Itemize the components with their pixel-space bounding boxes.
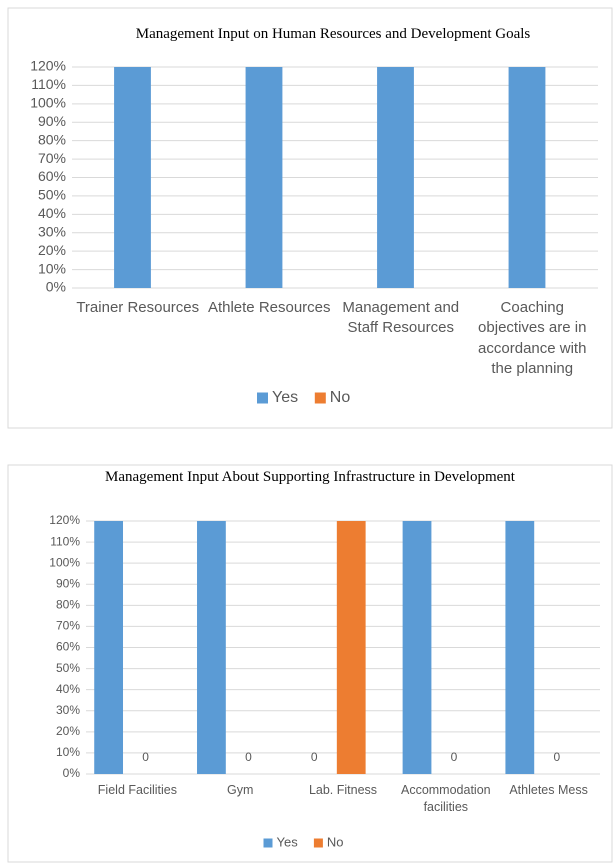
x-tick-label-box: Management and Staff Resources — [342, 299, 460, 337]
x-tick-label-box: Accommodation facilities — [400, 783, 491, 814]
y-tick-label: 110% — [50, 534, 80, 548]
data-label: 0 — [451, 750, 458, 764]
y-tick-label: 50% — [56, 661, 80, 675]
y-tick-label: 30% — [38, 223, 66, 239]
bar — [336, 521, 366, 774]
data-label: 0 — [553, 750, 560, 764]
y-tick-label: 120% — [49, 513, 80, 527]
y-tick-label: 110% — [31, 76, 66, 92]
legend-swatch — [314, 392, 326, 404]
legend-label: Yes — [272, 389, 298, 406]
legend-swatch — [257, 392, 268, 404]
y-tick-label: 100% — [49, 555, 80, 569]
x-tick-label: Coaching objectives are in accordance wi… — [478, 299, 587, 377]
chart-title: Management Input on Human Resources and … — [135, 26, 531, 42]
x-tick-label-box: Lab. Fitness — [308, 783, 378, 797]
legend-swatch — [313, 838, 323, 848]
x-tick-label-box: Field Facilities — [97, 783, 177, 797]
y-tick-label: 60% — [38, 168, 66, 184]
bar — [377, 67, 414, 288]
y-tick-label: 0% — [63, 766, 81, 780]
x-tick-label-box: Athlete Resources — [207, 299, 331, 316]
bar — [197, 521, 226, 774]
y-tick-label: 40% — [38, 205, 66, 221]
bar — [245, 67, 283, 288]
legend-swatch — [263, 838, 273, 848]
x-tick-label: Trainer Resources — [76, 299, 200, 316]
y-tick-label: 90% — [38, 113, 66, 129]
y-tick-label: 80% — [56, 598, 80, 612]
bar — [94, 521, 124, 774]
y-tick-label: 90% — [56, 576, 80, 590]
data-label: 0 — [245, 750, 252, 764]
bar — [508, 67, 546, 288]
legend-label: No — [330, 389, 351, 406]
x-tick-label-box: Gym — [226, 783, 254, 797]
x-tick-label-box: Coaching objectives are in accordance wi… — [478, 299, 587, 377]
x-tick-label: Athlete Resources — [207, 299, 331, 316]
x-tick-label: Gym — [226, 783, 254, 797]
bar — [402, 521, 432, 774]
y-tick-label: 40% — [56, 682, 80, 696]
y-tick-label: 20% — [56, 724, 80, 738]
y-tick-label: 80% — [38, 131, 66, 147]
x-tick-label: Athletes Mess — [509, 783, 588, 797]
legend-label: No — [327, 834, 344, 849]
y-tick-label: 10% — [38, 260, 66, 276]
x-tick-label: Lab. Fitness — [308, 783, 378, 797]
x-tick-label-box: Trainer Resources — [76, 299, 200, 316]
y-tick-label: 70% — [56, 619, 80, 633]
y-tick-label: 50% — [38, 187, 66, 203]
bar — [114, 67, 151, 288]
y-tick-label: 60% — [56, 640, 80, 654]
y-tick-label: 120% — [30, 58, 66, 74]
y-tick-label: 20% — [38, 242, 66, 258]
x-tick-label: Management and Staff Resources — [342, 299, 460, 337]
y-tick-label: 70% — [38, 150, 66, 166]
chart-title-box: Management Input on Human Resources and … — [135, 26, 531, 42]
y-tick-label: 10% — [56, 745, 80, 759]
data-label: 0 — [142, 750, 149, 764]
x-tick-label-box: Athletes Mess — [509, 783, 588, 797]
y-tick-label: 30% — [56, 703, 80, 717]
bar — [505, 521, 535, 774]
chart-title: Management Input About Supporting Infras… — [105, 469, 515, 485]
y-tick-label: 100% — [30, 95, 66, 111]
y-tick-label: 0% — [46, 279, 66, 295]
x-tick-label: Field Facilities — [97, 783, 177, 797]
legend-label: Yes — [277, 834, 299, 849]
chart-title-box: Management Input About Supporting Infras… — [105, 469, 515, 485]
data-label: 0 — [311, 750, 318, 764]
x-tick-label: Accommodation facilities — [400, 783, 491, 814]
